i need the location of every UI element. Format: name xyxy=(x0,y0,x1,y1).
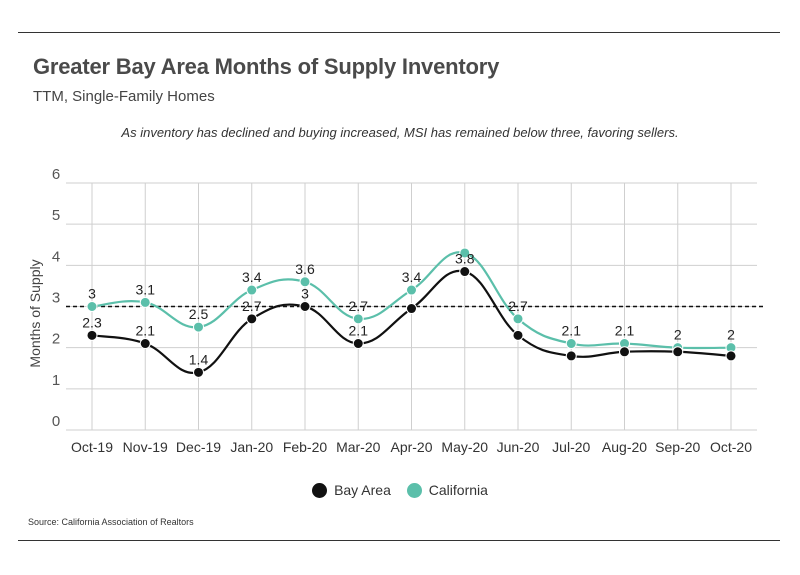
data-point-bay-area xyxy=(193,366,204,378)
data-point-california xyxy=(86,301,98,312)
y-tick-label: 1 xyxy=(52,372,60,389)
x-tick-label: Apr-20 xyxy=(390,439,432,455)
x-tick-label: May-20 xyxy=(441,439,488,455)
data-point-california xyxy=(299,276,311,288)
y-tick-label: 6 xyxy=(52,166,60,183)
data-point-california xyxy=(352,313,364,325)
data-label-california: 3 xyxy=(88,286,96,302)
x-tick-label: Sep-20 xyxy=(655,439,700,455)
data-label-california: 2.5 xyxy=(189,306,209,322)
y-axis-label: Months of Supply xyxy=(27,259,43,367)
data-point-bay-area xyxy=(565,350,577,362)
legend-item-california: California xyxy=(406,482,488,498)
x-tick-label: Aug-20 xyxy=(602,439,647,455)
legend-item-bay-area: Bay Area xyxy=(312,482,391,498)
y-tick-label: 0 xyxy=(52,413,60,430)
data-label-california: 3.4 xyxy=(242,269,262,285)
x-tick-label: Feb-20 xyxy=(283,439,328,455)
data-point-bay-area xyxy=(406,303,417,315)
data-label-california: 3.6 xyxy=(295,261,315,277)
data-point-california xyxy=(139,296,151,308)
data-point-bay-area xyxy=(86,329,98,341)
data-label-bay-area: 3.8 xyxy=(455,251,475,267)
data-point-bay-area xyxy=(352,338,364,350)
chart-annotation: As inventory has declined and buying inc… xyxy=(121,125,679,140)
data-point-bay-area xyxy=(139,338,151,350)
legend-label-california: California xyxy=(428,482,488,498)
top-rule xyxy=(18,32,780,33)
legend-swatch-bay-area xyxy=(312,482,328,498)
y-tick-label: 5 xyxy=(52,207,60,224)
data-point-bay-area xyxy=(246,313,258,325)
legend: Bay Area California xyxy=(0,482,800,501)
data-point-bay-area xyxy=(459,266,471,278)
data-point-california xyxy=(246,284,258,296)
chart-subtitle: TTM, Single-Family Homes xyxy=(33,88,215,105)
x-tick-label: Dec-19 xyxy=(176,439,221,455)
data-label-california: 2.1 xyxy=(615,323,635,339)
data-point-bay-area xyxy=(512,329,524,341)
x-tick-label: Mar-20 xyxy=(336,439,381,455)
legend-label-bay-area: Bay Area xyxy=(334,482,391,498)
data-point-california xyxy=(193,321,204,333)
source-note: Source: California Association of Realto… xyxy=(28,517,194,527)
y-tick-label: 3 xyxy=(52,290,60,307)
data-label-bay-area: 2.1 xyxy=(349,323,369,339)
data-point-california xyxy=(459,247,471,259)
data-point-california xyxy=(565,338,577,350)
y-tick-label: 4 xyxy=(52,248,60,265)
data-label-bay-area: 3 xyxy=(301,286,309,302)
x-tick-label: Jun-20 xyxy=(497,439,540,455)
data-point-bay-area xyxy=(672,346,684,358)
legend-swatch-california xyxy=(406,482,422,498)
data-label-california: 2 xyxy=(674,327,682,343)
data-label-bay-area: 1.4 xyxy=(189,351,209,367)
data-point-bay-area xyxy=(725,350,737,362)
data-point-california xyxy=(406,284,417,296)
data-label-california: 3.1 xyxy=(136,281,156,297)
x-tick-label: Oct-19 xyxy=(71,439,113,455)
x-tick-label: Oct-20 xyxy=(710,439,752,455)
chart-title: Greater Bay Area Months of Supply Invent… xyxy=(33,54,500,79)
bottom-rule xyxy=(18,540,780,541)
data-label-bay-area: 2.3 xyxy=(82,314,102,330)
data-point-california xyxy=(512,313,524,325)
data-label-bay-area: 2.7 xyxy=(242,298,262,314)
y-tick-label: 2 xyxy=(52,331,60,348)
data-label-california: 2.7 xyxy=(349,298,369,314)
data-label-california: 2.1 xyxy=(562,323,582,339)
data-label-california: 2 xyxy=(727,327,735,343)
data-label-california: 3.4 xyxy=(402,269,422,285)
data-label-california: 2.7 xyxy=(508,298,528,314)
data-label-bay-area: 2.1 xyxy=(136,323,156,339)
x-tick-label: Jan-20 xyxy=(230,439,273,455)
data-point-bay-area xyxy=(619,346,630,358)
x-tick-label: Nov-19 xyxy=(123,439,168,455)
data-point-bay-area xyxy=(299,301,311,312)
x-tick-label: Jul-20 xyxy=(552,439,590,455)
